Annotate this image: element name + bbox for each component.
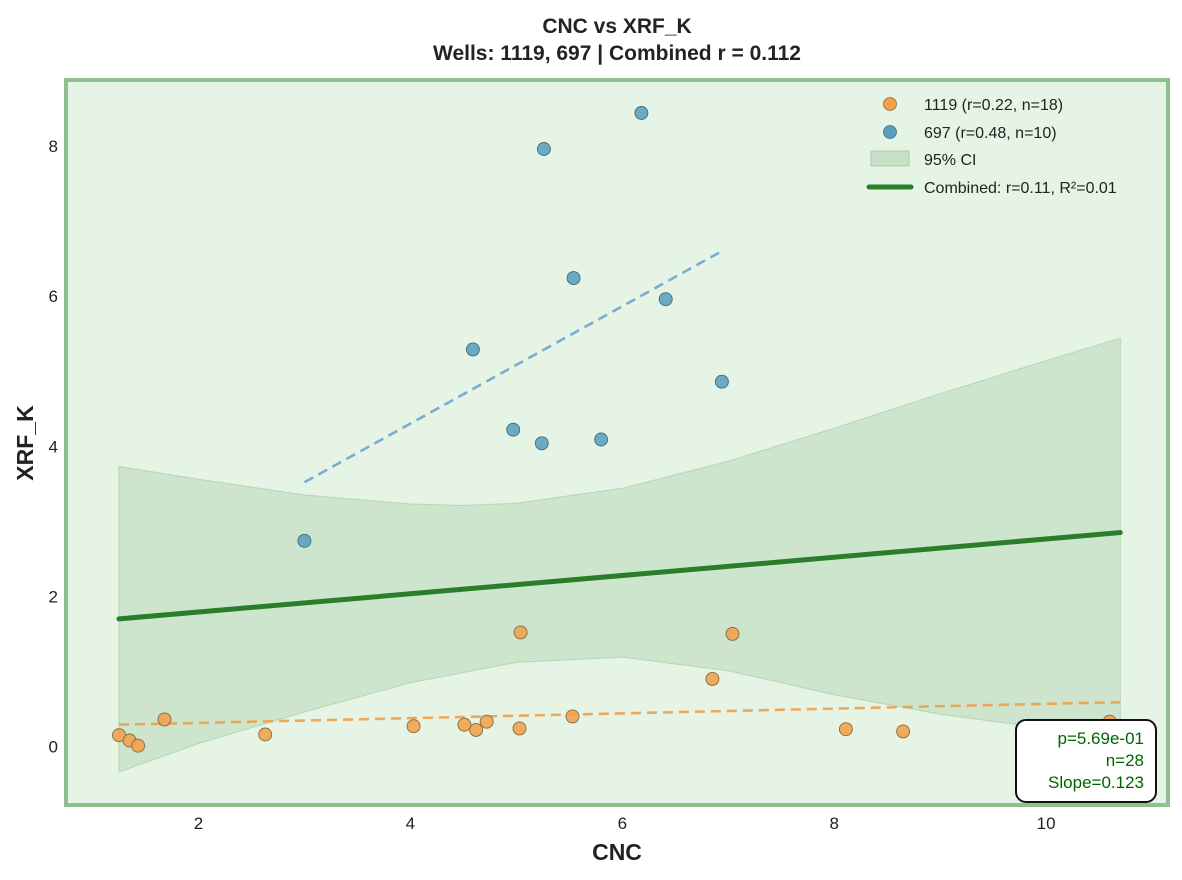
legend: 1119 (r=0.22, n=18) 697 (r=0.48, n=10) 9… <box>866 97 1117 197</box>
stats-n: n=28 <box>1106 751 1144 770</box>
y-tick-label: 0 <box>49 738 58 757</box>
y-tick-label: 6 <box>49 287 58 306</box>
point-well-697 <box>658 292 673 307</box>
point-well-697 <box>566 271 581 286</box>
legend-label-697: 697 (r=0.48, n=10) <box>924 125 1057 142</box>
stats-slope: Slope=0.123 <box>1048 773 1144 792</box>
chart-title-line2: Wells: 1119, 697 | Combined r = 0.112 <box>433 42 801 65</box>
point-well-697 <box>506 422 521 437</box>
stats-p-value: p=5.69e-01 <box>1058 729 1145 748</box>
point-well-1119 <box>838 722 853 737</box>
legend-marker-ci <box>870 150 910 167</box>
legend-marker-697 <box>883 125 897 139</box>
data-points-layer <box>112 106 1117 753</box>
x-tick-label: 6 <box>618 814 627 833</box>
point-well-1119 <box>565 709 580 724</box>
point-well-1119 <box>725 626 740 641</box>
point-well-1119 <box>512 721 527 736</box>
legend-label-ci: 95% CI <box>924 152 976 169</box>
combined-fit-line <box>116 530 1123 622</box>
point-well-1119 <box>131 738 146 753</box>
x-tick-label: 10 <box>1037 814 1056 833</box>
point-well-697 <box>714 374 729 389</box>
axis-ticks-layer: 2 4 6 8 10 0 2 4 6 8 <box>49 137 1056 833</box>
fit-line-1119 <box>118 700 1121 726</box>
legend-label-1119: 1119 (r=0.22, n=18) <box>924 97 1063 114</box>
y-tick-label: 8 <box>49 137 58 156</box>
legend-label-combined: Combined: r=0.11, R²=0.01 <box>924 180 1117 197</box>
point-well-697 <box>594 432 609 447</box>
y-axis-label: XRF_K <box>12 405 38 481</box>
point-well-1119 <box>457 717 472 732</box>
point-well-1119 <box>479 714 494 729</box>
point-well-1119 <box>513 625 528 640</box>
x-tick-label: 4 <box>406 814 415 833</box>
stats-box: p=5.69e-01 n=28 Slope=0.123 <box>1015 719 1157 803</box>
point-well-1119 <box>705 671 720 686</box>
legend-marker-1119 <box>883 97 897 111</box>
point-well-697 <box>465 342 480 357</box>
x-axis-label: CNC <box>592 839 642 865</box>
fit-lines-layer <box>116 249 1123 726</box>
point-well-697 <box>297 533 312 548</box>
stats-box-frame <box>1015 719 1157 803</box>
point-well-697 <box>536 142 551 156</box>
point-well-1119 <box>157 712 172 727</box>
y-tick-label: 4 <box>49 437 58 456</box>
point-well-1119 <box>896 724 911 739</box>
point-well-697 <box>534 436 549 451</box>
point-well-1119 <box>406 719 421 734</box>
x-tick-label: 8 <box>829 814 838 833</box>
point-well-697 <box>634 106 649 120</box>
chart-title-line1: CNC vs XRF_K <box>542 15 691 38</box>
point-well-1119 <box>258 727 273 742</box>
y-tick-label: 2 <box>49 587 58 606</box>
point-well-1119 <box>469 722 484 737</box>
plot-frame <box>64 78 1170 807</box>
x-tick-label: 2 <box>194 814 203 833</box>
